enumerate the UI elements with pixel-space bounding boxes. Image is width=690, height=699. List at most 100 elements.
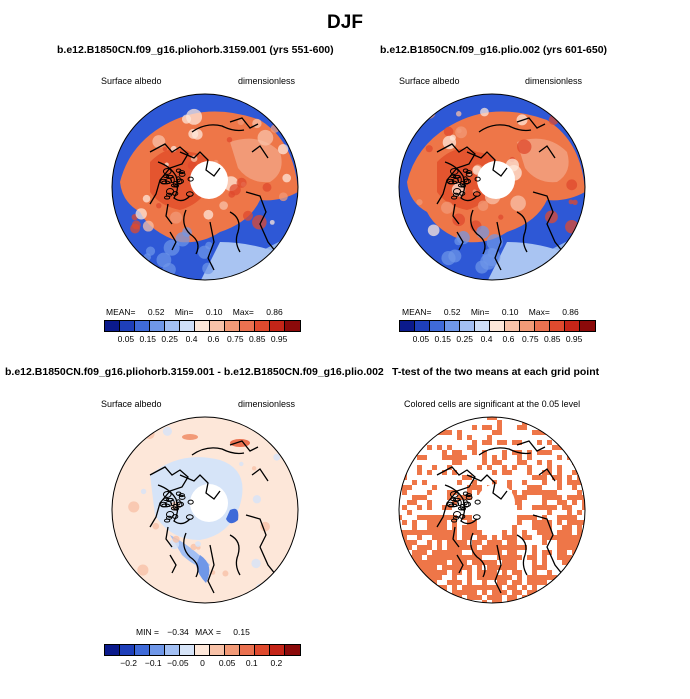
significant-cell xyxy=(467,585,472,590)
significant-cell xyxy=(412,565,417,570)
significant-cell xyxy=(417,600,422,603)
significant-cell xyxy=(422,455,427,460)
field-patch xyxy=(222,570,229,577)
colorbar-swatch xyxy=(430,321,445,331)
significant-cell xyxy=(482,560,487,565)
panel3-colorbar xyxy=(104,644,301,656)
significant-cell xyxy=(572,540,577,545)
coastline xyxy=(169,554,177,574)
colorbar-swatch xyxy=(285,645,300,655)
field-patch xyxy=(126,428,137,440)
significant-cell xyxy=(497,440,502,445)
significant-cell xyxy=(537,450,542,455)
significant-cell xyxy=(537,460,542,465)
significant-cell xyxy=(482,580,487,585)
significant-cell xyxy=(572,425,577,430)
significant-cell xyxy=(462,455,467,460)
significant-cell xyxy=(407,485,412,490)
field-patch xyxy=(152,135,166,148)
significant-cell xyxy=(577,445,582,450)
significant-cell xyxy=(467,575,472,580)
significant-cell xyxy=(437,530,442,535)
field-patch xyxy=(187,161,197,170)
significant-cell xyxy=(522,545,527,550)
coastline-island xyxy=(165,511,175,518)
coastline-island xyxy=(164,178,173,184)
significant-cell xyxy=(452,550,457,555)
significant-cell xyxy=(399,545,402,550)
significant-cell xyxy=(399,590,402,595)
significant-cell xyxy=(567,430,572,435)
significant-cell xyxy=(537,417,542,420)
significant-cell xyxy=(399,570,402,575)
significant-cell xyxy=(502,470,507,475)
significant-cell xyxy=(427,445,432,450)
significant-cell xyxy=(542,550,547,555)
colorbar-tick-label: 0 xyxy=(200,658,205,668)
significant-cell xyxy=(452,600,457,603)
significant-cell xyxy=(407,595,412,600)
coastline-island xyxy=(164,501,173,507)
colorbar-swatch xyxy=(225,645,240,655)
significant-cell xyxy=(412,550,417,555)
significant-cell xyxy=(447,550,452,555)
coastline-island xyxy=(162,497,170,501)
pole-hole xyxy=(190,484,228,522)
significant-cell xyxy=(577,520,582,525)
significant-cell xyxy=(502,580,507,585)
significant-cell xyxy=(457,455,462,460)
field-patch xyxy=(425,145,433,153)
significant-cell xyxy=(482,440,487,445)
significant-cell xyxy=(527,450,532,455)
significant-cell xyxy=(542,565,547,570)
significant-cell xyxy=(562,530,567,535)
coastline-island xyxy=(462,491,469,496)
significant-cell xyxy=(527,555,532,560)
significant-cell xyxy=(567,480,572,485)
significant-cell xyxy=(502,570,507,575)
significant-cell xyxy=(487,575,492,580)
significant-cell xyxy=(572,430,577,435)
significant-cell xyxy=(442,420,447,425)
significant-cell xyxy=(512,530,517,535)
coastline xyxy=(538,145,556,159)
significant-cell xyxy=(582,560,585,565)
significant-cell xyxy=(557,470,562,475)
significant-cell xyxy=(452,570,457,575)
significant-cell xyxy=(462,495,467,500)
significant-cell xyxy=(532,430,537,435)
significant-cell xyxy=(532,595,537,600)
significant-cell xyxy=(567,525,572,530)
significant-cell xyxy=(572,470,577,475)
significant-cell xyxy=(442,450,447,455)
significant-cell xyxy=(497,595,502,600)
panel2-left-label: Surface albedo xyxy=(399,76,460,86)
significant-cell xyxy=(437,425,442,430)
significant-cell xyxy=(582,555,585,560)
colorbar-swatch xyxy=(120,645,135,655)
panel3-polar-map xyxy=(111,416,299,604)
coastline xyxy=(251,145,269,159)
coastline xyxy=(229,440,259,452)
significant-cell xyxy=(487,565,492,570)
significant-cell xyxy=(542,530,547,535)
significant-cell xyxy=(497,585,502,590)
colorbar-swatch xyxy=(195,645,210,655)
field-patch xyxy=(251,466,257,471)
coastline xyxy=(251,468,269,482)
field-patch xyxy=(193,526,200,533)
significant-cell xyxy=(557,515,562,520)
significant-cell xyxy=(537,475,542,480)
significant-cell xyxy=(412,585,417,590)
significant-cell xyxy=(477,565,482,570)
significant-cell xyxy=(427,545,432,550)
significant-cell xyxy=(417,560,422,565)
significant-cell xyxy=(412,600,417,603)
significant-cell xyxy=(582,590,585,595)
significant-cell xyxy=(467,490,472,495)
colorbar-swatch xyxy=(415,321,430,331)
significant-cell xyxy=(547,490,552,495)
significant-cell xyxy=(437,515,442,520)
significant-cell xyxy=(402,565,407,570)
significant-cell xyxy=(522,585,527,590)
